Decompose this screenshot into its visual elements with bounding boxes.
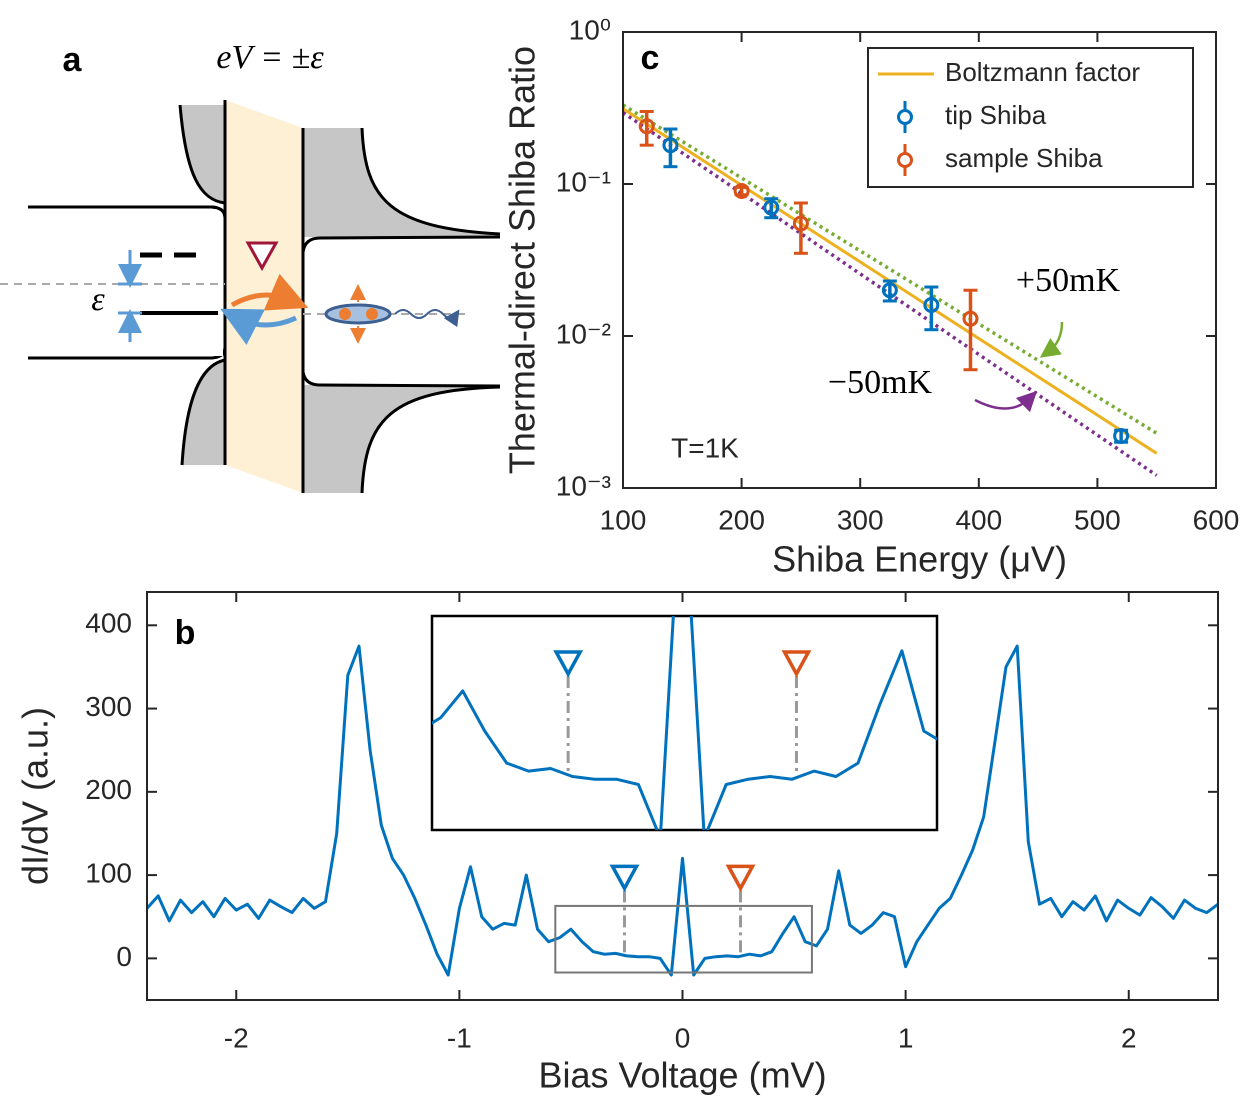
y-tick-label: 400 (85, 608, 132, 639)
junction-diagram: a eV = ±ε ε (0, 39, 501, 494)
quasiparticle-pair (324, 303, 392, 325)
inset-box (430, 614, 939, 832)
y-tick-label: 10⁻² (556, 318, 611, 349)
y-tick-label: 0 (116, 941, 132, 972)
annotation: +50mK (1016, 262, 1121, 299)
x-tick-label: 0 (675, 1022, 691, 1053)
legend-swatch (897, 109, 913, 125)
dos-fill (303, 128, 500, 237)
x-tick-label: 200 (718, 504, 765, 535)
dos-fill (182, 360, 225, 465)
data-point (638, 118, 655, 135)
equation: eV = ±ε (216, 39, 324, 76)
axes-box (146, 591, 1219, 1001)
epsilon-label: ε (91, 281, 105, 318)
axes-box (622, 31, 1217, 489)
x-tick-label: -1 (447, 1022, 472, 1053)
panel-label: c (641, 39, 660, 77)
y-axis-label: Thermal-direct Shiba Ratio (502, 46, 543, 474)
y-tick-label: 200 (85, 774, 132, 805)
legend-label: sample Shiba (945, 143, 1103, 173)
spectrum (145, 644, 1219, 977)
emission (394, 309, 460, 328)
data-point (792, 215, 809, 232)
x-tick-label: 2 (1121, 1022, 1137, 1053)
x-tick-label: 100 (600, 504, 647, 535)
tunnel-arrow (220, 308, 298, 345)
x-tick-label: 400 (955, 504, 1002, 535)
data-point (881, 282, 898, 299)
y-tick-label: 10⁻³ (556, 470, 611, 501)
y-tick-label: 100 (85, 857, 132, 888)
y-tick-label: 10⁰ (569, 14, 611, 45)
bias-marker (781, 650, 812, 678)
annotation-arrow (1039, 321, 1064, 358)
bias-marker (553, 650, 584, 678)
annotation: T=1K (671, 432, 739, 463)
x-tick-label: 600 (1193, 504, 1240, 535)
quasiparticle (366, 308, 378, 320)
legend-swatch (897, 152, 913, 168)
quasiparticle (339, 308, 351, 320)
x-tick-label: 1 (898, 1022, 914, 1053)
annotation-arrow (974, 390, 1038, 413)
dos-fill (303, 385, 500, 493)
gap-edge (301, 371, 501, 388)
dos-curve (360, 385, 501, 494)
legend-label: tip Shiba (945, 100, 1047, 130)
x-axis-label: Bias Voltage (mV) (538, 1055, 826, 1096)
inset-region (554, 904, 813, 974)
bias-marker (725, 864, 756, 893)
dos-curve (178, 104, 226, 205)
gap-edge (301, 235, 501, 253)
x-tick-label: -2 (224, 1022, 249, 1053)
data-point (662, 137, 679, 154)
data-point (923, 296, 940, 313)
x-tick-label: 300 (837, 504, 884, 535)
y-axis-label: dI/dV (a.u.) (15, 707, 56, 885)
annotation: −50mK (828, 364, 933, 401)
x-axis-label: Shiba Energy (μV) (772, 539, 1067, 580)
legend-box (867, 47, 1194, 188)
panel-label: a (63, 41, 83, 79)
x-tick-label: 500 (1074, 504, 1121, 535)
bias-marker (609, 864, 640, 893)
dos-curve (360, 127, 501, 236)
data-point (733, 182, 750, 199)
y-tick-label: 10⁻¹ (556, 166, 611, 197)
dos-fill (180, 105, 225, 203)
legend-label: Boltzmann factor (945, 57, 1140, 87)
tunnel-arrow (230, 273, 309, 311)
triangle-marker (245, 241, 279, 272)
data-point (962, 310, 979, 327)
data-point (763, 199, 780, 216)
y-tick-label: 300 (85, 691, 132, 722)
data-point (1113, 427, 1130, 444)
dos-curve (180, 358, 226, 466)
panel-label: b (175, 614, 196, 652)
